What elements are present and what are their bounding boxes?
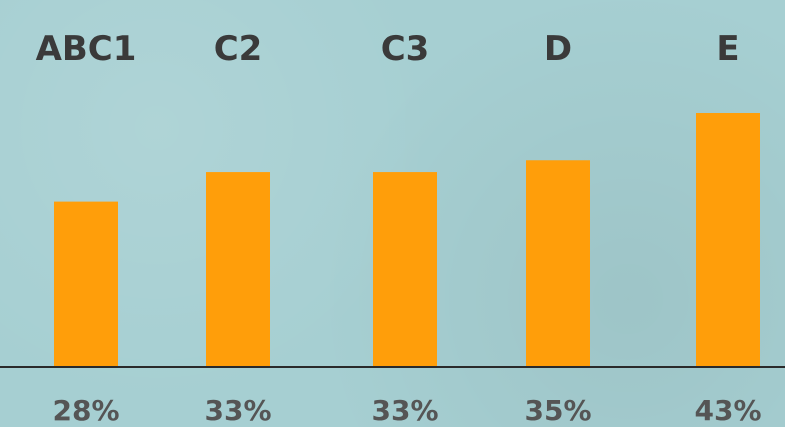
bar-d [526,160,590,367]
category-label-c3: C3 [381,29,430,69]
bar-abc1 [54,201,118,367]
value-label-abc1: 28% [52,394,119,427]
value-label-c2: 33% [204,394,271,427]
category-label-c2: C2 [214,29,263,69]
value-label-e: 43% [694,394,761,427]
value-label-c3: 33% [371,394,438,427]
bar-c2 [206,172,270,367]
category-label-e: E [716,29,739,69]
category-label-abc1: ABC1 [36,29,137,69]
bar-e [696,113,760,367]
value-label-d: 35% [524,394,591,427]
bar-c3 [373,172,437,367]
category-label-d: D [544,29,572,69]
